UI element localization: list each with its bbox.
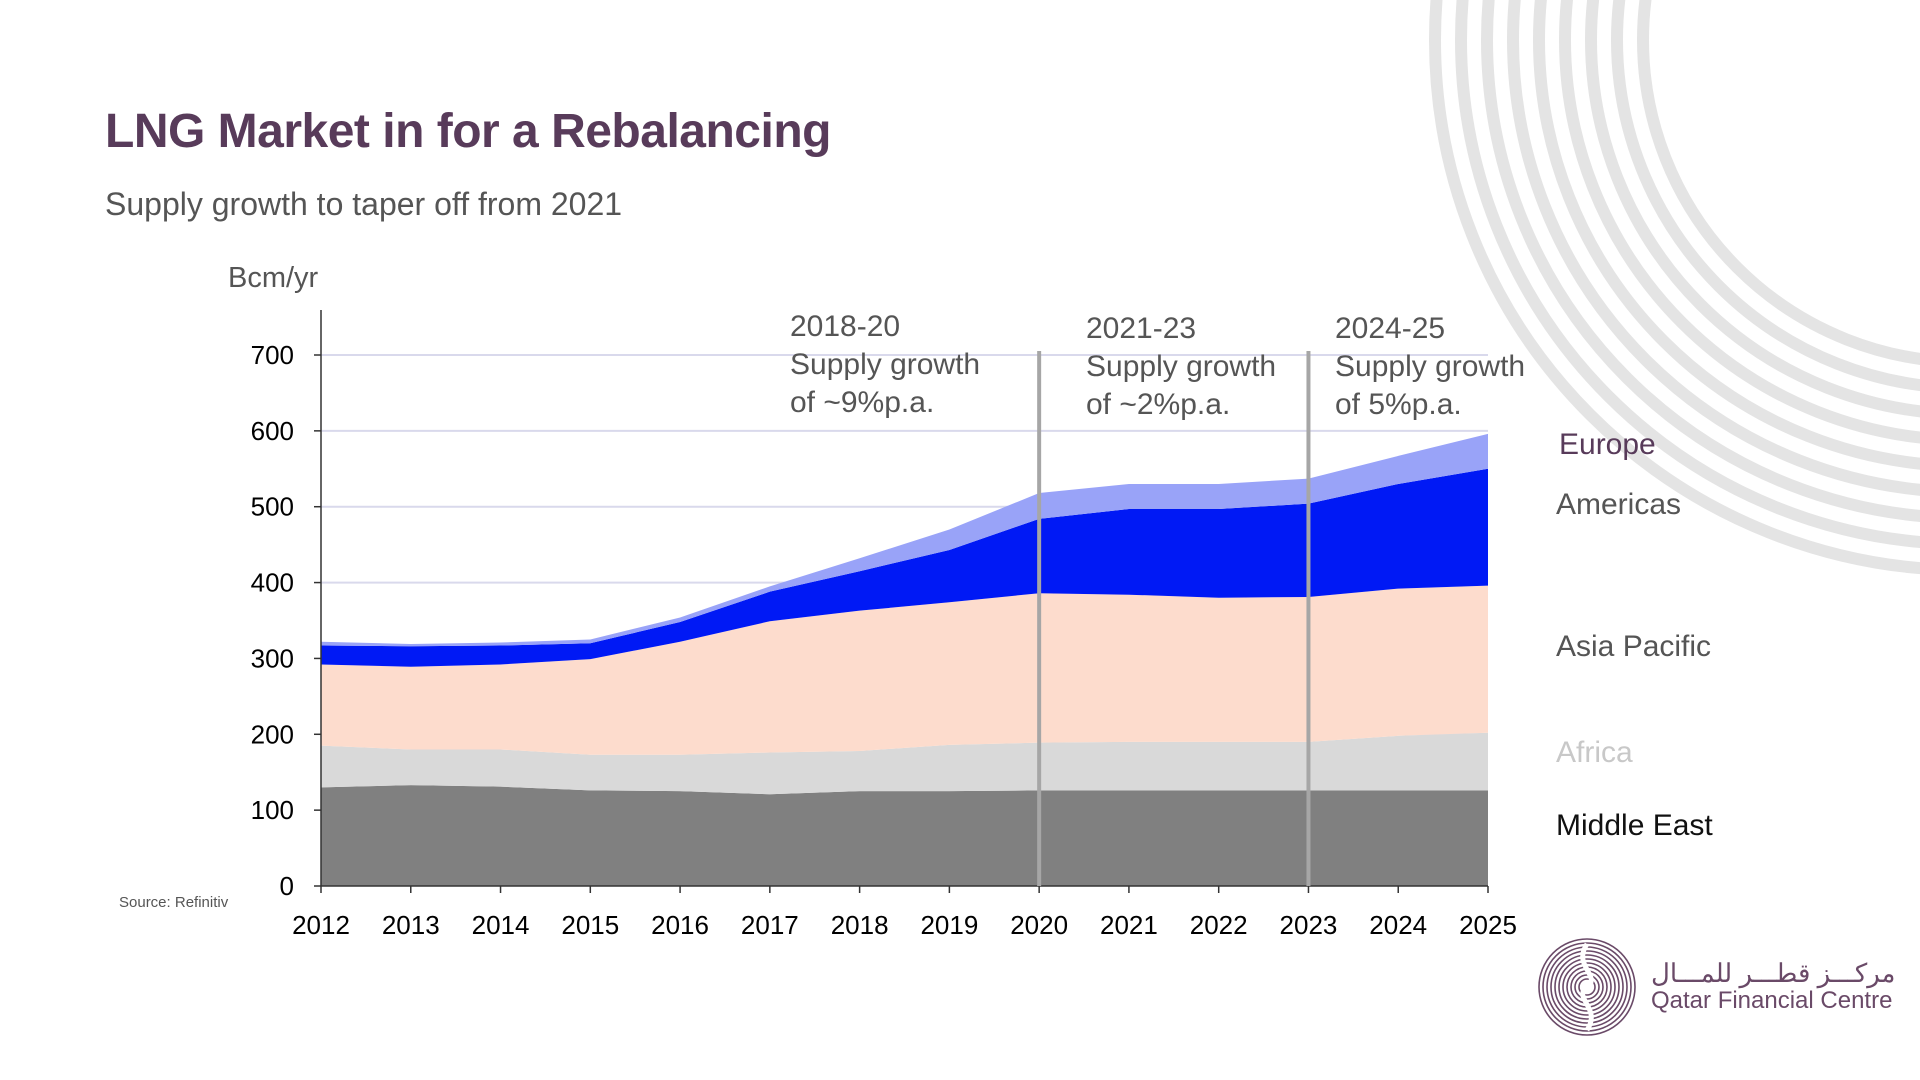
arc	[1507, 0, 1920, 496]
arc	[1481, 0, 1920, 522]
annotation-line: of ~2%p.a.	[1086, 388, 1231, 421]
x-tick-label: 2025	[1459, 910, 1517, 940]
logo-english-text: Qatar Financial Centre	[1651, 987, 1893, 1014]
y-tick-label: 0	[280, 871, 294, 901]
arc	[1455, 0, 1920, 548]
x-tick-label: 2022	[1190, 910, 1248, 940]
y-tick-label: 400	[251, 568, 294, 598]
qfc-logo-icon	[1538, 938, 1636, 1036]
x-tick-label: 2016	[651, 910, 709, 940]
logo-wave	[1580, 942, 1594, 1032]
area-middle-east	[321, 785, 1488, 886]
legend-middle-east: Middle East	[1556, 809, 1713, 842]
x-tick-label: 2019	[920, 910, 978, 940]
x-tick-label: 2014	[472, 910, 530, 940]
logo-ring	[1558, 958, 1616, 1016]
logo-ring	[1542, 942, 1632, 1032]
logo-ring	[1574, 974, 1600, 1000]
logo-ring	[1538, 938, 1636, 1036]
page-subtitle: Supply growth to taper off from 2021	[105, 186, 623, 222]
annotation-line: of 5%p.a.	[1335, 388, 1462, 421]
annotation-line: of ~9%p.a.	[790, 386, 935, 419]
x-tick-label: 2013	[382, 910, 440, 940]
x-tick-label: 2012	[292, 910, 350, 940]
page-title: LNG Market in for a Rebalancing	[105, 105, 831, 158]
annotation-2018-20: 2018-20 Supply growth of ~9%p.a.	[790, 308, 980, 422]
annotation-2024-25: 2024-25 Supply growth of 5%p.a.	[1335, 310, 1525, 424]
annotation-2021-23: 2021-23 Supply growth of ~2%p.a.	[1086, 310, 1276, 424]
legend-americas: Americas	[1556, 488, 1682, 521]
x-tick-label: 2018	[831, 910, 889, 940]
area-asia-pacific	[321, 585, 1488, 755]
legend-asia-pacific: Asia Pacific	[1556, 630, 1712, 663]
arc	[1637, 0, 1920, 365]
arc	[1611, 0, 1920, 392]
y-tick-label: 700	[251, 340, 294, 370]
area-americas	[321, 468, 1488, 667]
y-axis-label: Bcm/yr	[228, 262, 319, 294]
legend-europe: Europe	[1559, 428, 1656, 461]
arc	[1429, 0, 1920, 575]
logo-ring	[1562, 962, 1612, 1012]
annotation-line: 2018-20	[790, 310, 901, 343]
y-tick-label: 500	[251, 492, 294, 522]
area-europe	[321, 433, 1488, 647]
y-tick-label: 300	[251, 643, 294, 673]
annotation-line: Supply growth	[1086, 350, 1277, 383]
logo-ring	[1554, 954, 1620, 1020]
area-africa	[321, 732, 1488, 795]
x-tick-label: 2020	[1010, 910, 1068, 940]
x-tick-label: 2024	[1369, 910, 1427, 940]
source-note: Source: Refinitiv	[119, 894, 229, 911]
arc	[1533, 0, 1920, 470]
legend-africa: Africa	[1556, 736, 1633, 769]
arc	[1585, 0, 1920, 418]
logo-arabic-text: مركـــز قطـــر للمـــال	[1651, 958, 1896, 988]
logo-ring	[1578, 978, 1596, 996]
arc	[1559, 0, 1920, 444]
annotation-line: Supply growth	[790, 348, 981, 381]
y-tick-label: 200	[251, 719, 294, 749]
x-tick-label: 2015	[561, 910, 619, 940]
x-tick-label: 2021	[1100, 910, 1158, 940]
annotation-line: 2024-25	[1335, 312, 1446, 345]
annotation-line: 2021-23	[1086, 312, 1197, 345]
logo-ring	[1550, 950, 1624, 1024]
x-tick-label: 2023	[1280, 910, 1338, 940]
y-tick-label: 100	[251, 795, 294, 825]
y-tick-label: 600	[251, 416, 294, 446]
x-tick-label: 2017	[741, 910, 799, 940]
annotation-line: Supply growth	[1335, 350, 1526, 383]
